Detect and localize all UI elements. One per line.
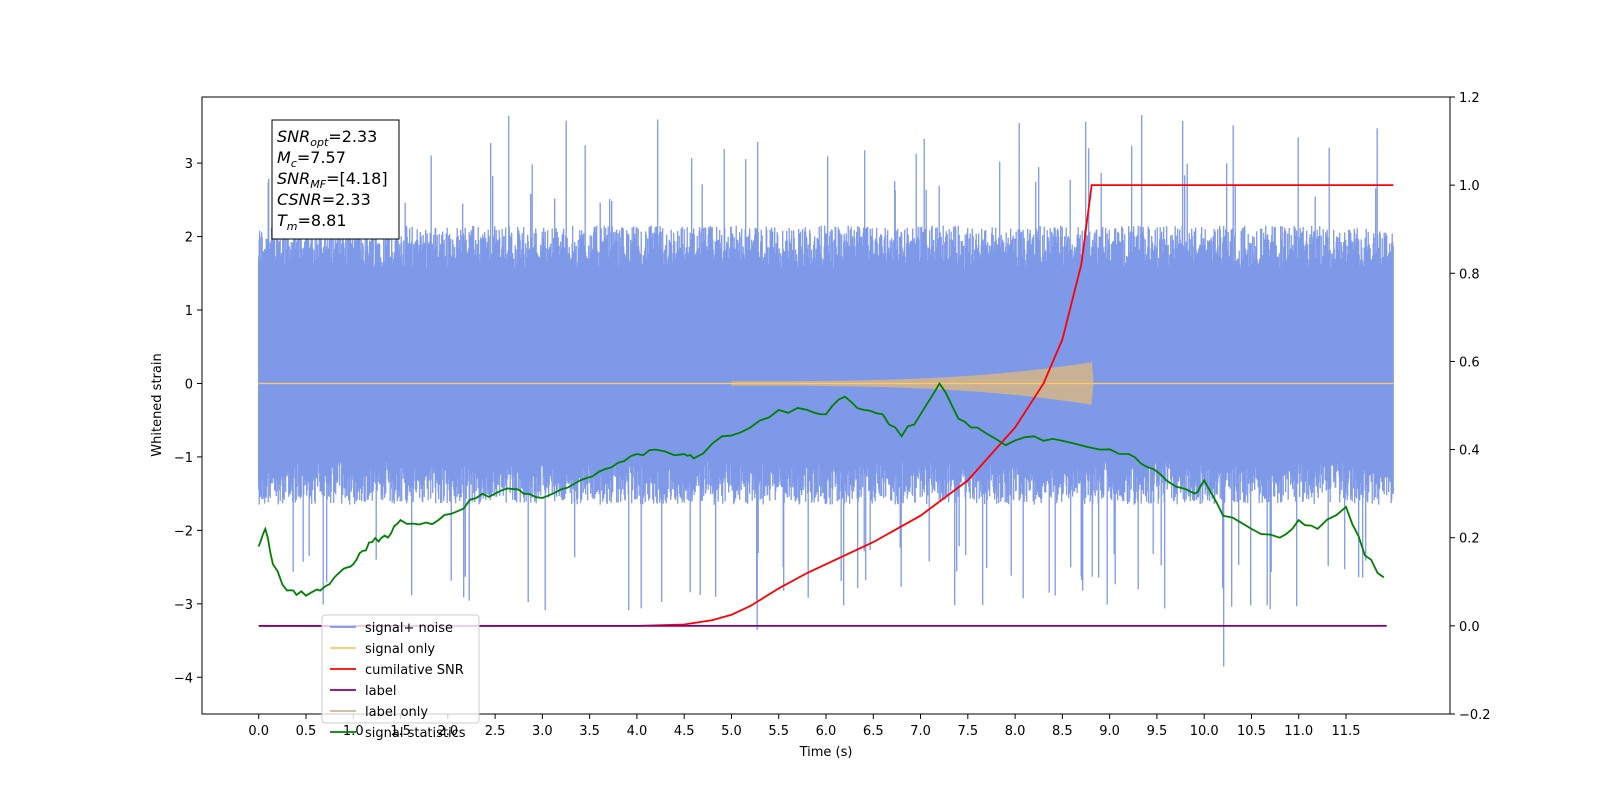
x-tick-label: 4.5 [674,724,695,739]
x-tick-label: 5.0 [721,724,742,739]
y-right-tick-label: 0.4 [1459,444,1480,459]
x-tick-label: 11.0 [1284,724,1313,739]
y-left-tick-label: −3 [174,598,193,613]
x-tick-label: 8.0 [1005,724,1026,739]
y-left-tick-label: −4 [174,671,193,686]
legend: signal+ noise signal only cumilative SNR la… [321,614,480,741]
stats-line: SNRMF=[4.18] [277,169,388,191]
y-left-tick-label: −1 [174,451,193,466]
signal-noise-series [258,115,1394,667]
stats-value: =2.33 [328,127,377,146]
legend-label: signal only [365,642,435,657]
legend-label: signal+ noise [365,621,453,636]
x-tick-label: 5.5 [768,724,789,739]
x-tick-label: 1.5 [390,724,411,739]
signal-statistics-series [257,381,1385,597]
x-axis-title: Time (s) [799,745,853,760]
x-tick-label: 3.5 [579,724,600,739]
cumulative-snr-series [258,184,1394,627]
x-tick-label: 8.5 [1052,724,1073,739]
stats-box-frame [271,119,400,240]
legend-frame [321,614,480,724]
stats-line: Tm=8.81 [277,211,347,233]
x-tick-label: 6.5 [863,724,884,739]
x-tick-label: 2.0 [437,724,458,739]
x-tick-label: 3.0 [532,724,553,739]
x-tick-label: 9.5 [1147,724,1168,739]
legend-label: label [365,684,396,699]
y-right-tick-label: −0.2 [1459,708,1491,723]
y-right-tick-label: 1.0 [1459,179,1480,194]
x-tick-label: 0.0 [248,724,269,739]
y-left-tick-label: 3 [185,157,193,172]
y-left-tick-label: −2 [174,524,193,539]
series-layer [257,115,1394,667]
legend-label: cumilative SNR [365,663,464,678]
y-right-tick-label: 0.2 [1459,532,1480,547]
y-right-tick-label: 1.2 [1459,91,1480,106]
stats-symbol: SNR [277,127,310,146]
y-right-tick-label: 0.8 [1459,267,1480,282]
stats-line: CSNR=2.33 [277,190,371,209]
stats-line: SNRopt=2.33 [277,127,377,149]
stats-symbol: CSNR [277,190,322,209]
x-tick-label: 7.5 [957,724,978,739]
x-tick-label: 9.0 [1099,724,1120,739]
stats-subscript: opt [310,136,329,149]
legend-label: label only [365,705,428,720]
x-tick-label: 2.5 [485,724,506,739]
y-left-tick-label: 0 [185,377,193,392]
stats-value: =2.33 [322,190,371,209]
y-left-tick-label: 1 [185,304,193,319]
y-left-tick-label: 2 [185,231,193,246]
x-tick-label: 0.5 [296,724,317,739]
legend-label: signal statistics [365,726,466,741]
stats-box: SNRopt=2.33Mc=7.57SNRMF=[4.18]CSNR=2.33T… [271,119,400,240]
stats-symbol: M [277,148,291,167]
stats-value: =[4.18] [326,169,388,188]
stats-value: =7.57 [297,148,346,167]
stats-symbol: SNR [277,169,310,188]
stats-symbol: T [277,211,288,230]
x-tick-label: 10.0 [1190,724,1219,739]
x-tick-label: 11.5 [1332,724,1361,739]
stats-value: =8.81 [298,211,347,230]
y-right-tick-label: 0.0 [1459,620,1480,635]
x-tick-label: 4.0 [627,724,648,739]
y-axis-title: Whitened strain [150,353,165,456]
x-tick-label: 6.0 [816,724,837,739]
y-right-tick-label: 0.6 [1459,355,1480,370]
label-only-series [731,357,1094,405]
x-tick-label: 10.5 [1237,724,1266,739]
stats-line: Mc=7.57 [277,148,346,170]
stats-subscript: m [287,220,298,233]
stats-subscript: c [291,157,297,170]
stats-subscript: MF [310,178,326,191]
x-tick-label: 7.0 [910,724,931,739]
